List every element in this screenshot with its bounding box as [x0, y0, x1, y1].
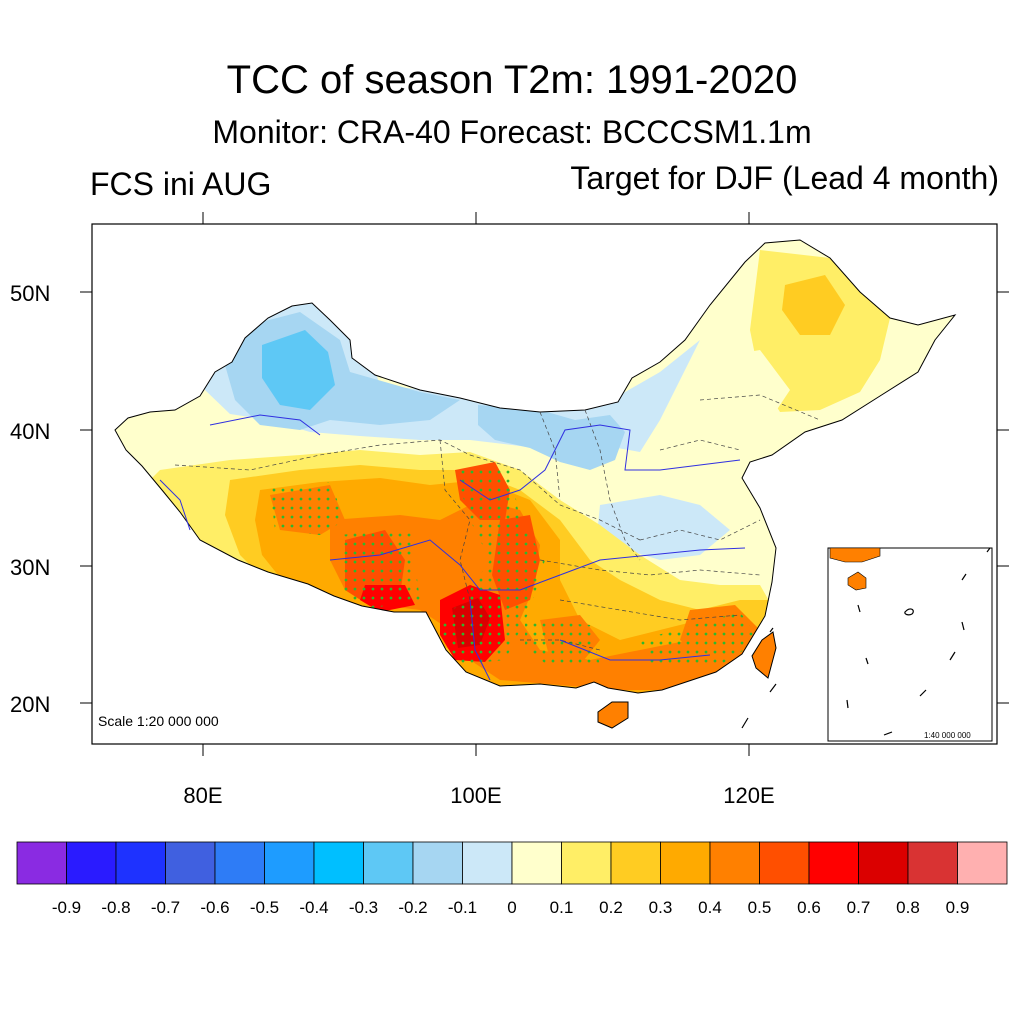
colorbar-swatch	[66, 841, 117, 885]
lat-label: 30N	[10, 555, 50, 580]
colorbar-label: -0.4	[299, 898, 328, 917]
colorbar-label: 0.2	[599, 898, 623, 917]
colorbar-label: -0.2	[398, 898, 427, 917]
colorbar-swatch	[808, 841, 859, 885]
colorbar: -0.9 -0.8 -0.7 -0.6 -0.5 -0.4 -0.3 -0.2 -0.1 0 0.1…	[16, 841, 1008, 917]
colorbar-swatch	[907, 841, 958, 885]
colorbar-label: -0.8	[101, 898, 130, 917]
inset-scale-text: 1:40 000 000	[924, 731, 971, 740]
south-china-sea-inset: 1:40 000 000	[827, 547, 993, 742]
colorbar-label: -0.9	[52, 898, 81, 917]
rivers	[159, 414, 746, 681]
lat-label: 20N	[10, 692, 50, 717]
colorbar-swatch	[759, 841, 810, 885]
hainan-outline	[597, 701, 629, 729]
init-label: FCS ini AUG	[90, 166, 272, 202]
lon-label: 80E	[183, 783, 222, 808]
colorbar-label: 0	[507, 898, 516, 917]
colorbar-label: -0.6	[200, 898, 229, 917]
colorbar-swatch	[858, 841, 909, 885]
lat-label: 50N	[10, 281, 50, 306]
colorbar-swatch	[363, 841, 414, 885]
colorbar-label: 0.1	[550, 898, 574, 917]
colorbar-swatch	[16, 841, 67, 885]
colorbar-swatch	[115, 841, 166, 885]
colorbar-label: 0.5	[748, 898, 772, 917]
china-border	[114, 239, 957, 694]
colorbar-swatch	[957, 841, 1008, 885]
map-title: TCC of season T2m: 1991-2020	[226, 58, 798, 102]
taiwan-outline	[751, 631, 777, 679]
colorbar-swatch	[264, 841, 315, 885]
colorbar-label: 0.9	[946, 898, 970, 917]
lat-label: 40N	[10, 419, 50, 444]
colorbar-label: -0.5	[250, 898, 279, 917]
map-subtitle: Monitor: CRA-40 Forecast: BCCCSM1.1m	[212, 114, 812, 150]
colorbar-swatch	[214, 841, 265, 885]
lon-label: 100E	[450, 783, 501, 808]
colorbar-swatch	[412, 841, 463, 885]
colorbar-label: 0.7	[847, 898, 871, 917]
axis-ticks	[80, 212, 1009, 756]
colorbar-label: 0.6	[797, 898, 821, 917]
colorbar-swatch	[511, 841, 562, 885]
colorbar-label: 0.8	[896, 898, 920, 917]
colorbar-label: 0.3	[649, 898, 673, 917]
scale-text: Scale 1:20 000 000	[98, 713, 219, 729]
colorbar-swatch	[313, 841, 364, 885]
colorbar-swatch	[462, 841, 513, 885]
colorbar-label: -0.3	[349, 898, 378, 917]
colorbar-swatch	[660, 841, 711, 885]
colorbar-label: -0.7	[151, 898, 180, 917]
colorbar-swatch	[165, 841, 216, 885]
target-label: Target for DJF (Lead 4 month)	[570, 160, 999, 196]
colorbar-label: 0.4	[698, 898, 722, 917]
lon-label: 120E	[723, 783, 774, 808]
colorbar-swatch	[709, 841, 760, 885]
colorbar-swatch	[561, 841, 612, 885]
sea-boundary-marks	[741, 627, 777, 729]
colorbar-swatch	[610, 841, 661, 885]
province-boundaries	[174, 394, 821, 651]
colorbar-label: -0.1	[448, 898, 477, 917]
